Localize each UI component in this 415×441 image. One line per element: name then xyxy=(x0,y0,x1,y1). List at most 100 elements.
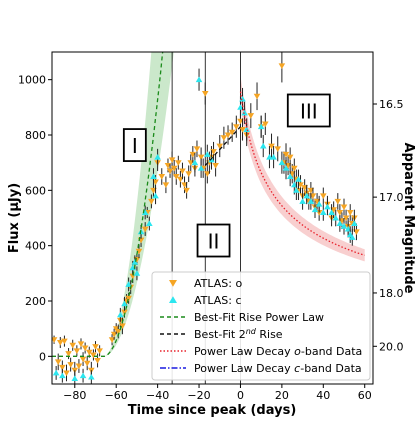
o-band-point xyxy=(340,204,348,211)
o-band-point xyxy=(278,63,286,69)
o-band-point xyxy=(158,174,166,180)
c-band-point xyxy=(59,372,66,379)
o-band-point xyxy=(59,364,66,371)
c-band-point xyxy=(336,220,344,227)
x-tick-label: 40 xyxy=(316,389,330,402)
y-axis: 0 200 400 600 800 1000 xyxy=(18,74,52,363)
o-band-point xyxy=(346,209,354,216)
o-band-point xyxy=(193,146,201,152)
o-band-point xyxy=(96,348,103,354)
c-band-point xyxy=(146,220,153,227)
c-band-point xyxy=(88,373,95,380)
y-tick-label: 0 xyxy=(39,350,46,363)
c-band-point xyxy=(191,159,199,166)
c-band-point xyxy=(208,156,215,163)
o-band-point xyxy=(162,182,170,188)
legend-entry: ATLAS: c xyxy=(194,294,242,307)
plot-frame xyxy=(51,51,374,385)
c-band-point xyxy=(324,203,331,210)
c-band-point xyxy=(239,95,246,102)
phase-label: III xyxy=(300,99,318,123)
magnitude-tick-label: 18.0 xyxy=(379,287,404,300)
o-band-point xyxy=(185,171,192,177)
y-axis-label: Flux (μJy) xyxy=(7,183,22,253)
o-band-point xyxy=(233,124,240,130)
o-band-point xyxy=(90,352,97,359)
legend-box xyxy=(151,271,371,381)
o-band-point xyxy=(81,345,89,352)
x-axis: −80 −60 −40 −20 0 20 40 60 xyxy=(63,384,372,402)
o-band-point xyxy=(125,295,132,302)
o-band-point xyxy=(179,168,186,175)
y-tick-label: 200 xyxy=(25,295,46,308)
o-band-point xyxy=(141,226,149,233)
c-band-point xyxy=(332,214,340,221)
c-band-point xyxy=(303,192,311,199)
o-decay-curve xyxy=(239,91,365,256)
o-band-point xyxy=(166,168,174,175)
o-band-point xyxy=(79,356,87,363)
o-band-point xyxy=(342,215,350,222)
o-band-point xyxy=(286,154,294,161)
c-band-point xyxy=(307,198,315,204)
o-band-point xyxy=(183,187,190,194)
data-points xyxy=(52,52,360,384)
second-rise-curve xyxy=(204,126,241,166)
o-band-point xyxy=(212,162,219,169)
c-band-point xyxy=(328,209,335,215)
c-band-point xyxy=(150,173,157,179)
x-tick-label: 60 xyxy=(358,389,372,402)
o-band-point xyxy=(334,198,342,205)
o-band-point xyxy=(201,91,209,97)
o-band-point xyxy=(274,146,282,152)
o-band-point xyxy=(83,360,91,367)
c-band-point xyxy=(286,173,294,179)
o-band-point xyxy=(220,135,228,141)
o-band-point xyxy=(121,309,128,316)
o-band-point xyxy=(239,126,246,133)
phase-label: I xyxy=(132,134,138,158)
o-band-point xyxy=(119,323,126,330)
x-axis-label: Time since peak (days) xyxy=(128,403,297,418)
c-band-point xyxy=(131,259,139,265)
magnitude-axis-label: Apparent Magnitude xyxy=(401,143,415,294)
phase-label-box xyxy=(286,93,331,128)
o-band-point xyxy=(65,351,72,357)
o-band-point xyxy=(228,129,236,136)
x-tick-label: −40 xyxy=(146,389,169,402)
x-tick-label: 0 xyxy=(237,389,244,402)
o-band-point xyxy=(77,341,85,348)
c-band-point xyxy=(243,126,250,132)
o-band-point xyxy=(135,248,143,255)
o-band-point xyxy=(54,359,62,366)
c-band-point xyxy=(259,142,267,149)
magnitude-tick-label: 17.0 xyxy=(379,191,404,204)
c-band-point xyxy=(52,369,60,376)
c-band-point xyxy=(340,223,348,229)
c-band-point xyxy=(204,151,211,157)
o-band-point xyxy=(73,348,81,354)
y-tick-label: 400 xyxy=(25,240,46,253)
phase-label: II xyxy=(208,230,220,254)
phase-label-box xyxy=(122,128,147,162)
x-tick-label: −60 xyxy=(105,389,128,402)
c-band-point xyxy=(348,234,356,240)
magnitude-axis: 16.5 17.0 18.0 20.0 xyxy=(373,98,404,353)
o-band-point xyxy=(170,165,178,172)
legend-entry: Power Law Decay c-band Data xyxy=(194,362,362,375)
model-curves xyxy=(52,52,365,357)
c-band-point xyxy=(71,375,79,381)
legend-marker xyxy=(169,280,177,287)
c-band-point xyxy=(278,159,286,166)
o-band-point xyxy=(168,157,176,164)
c-band-point xyxy=(299,198,306,204)
legend-entry: Best-Fit 2nd Rise xyxy=(194,327,283,341)
x-tick-label: −80 xyxy=(63,389,86,402)
y-tick-label: 1000 xyxy=(18,74,46,87)
o-band-point xyxy=(216,143,224,150)
o-band-point xyxy=(175,160,182,166)
legend-entry: Power Law Decay o-band Data xyxy=(194,345,362,358)
x-tick-label: −20 xyxy=(187,389,210,402)
